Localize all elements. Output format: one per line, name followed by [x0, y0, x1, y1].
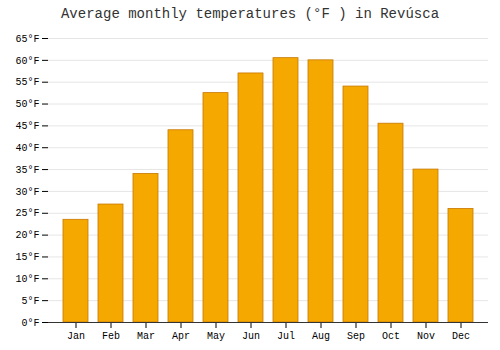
svg-text:65°F: 65°F — [15, 34, 39, 45]
svg-text:Dec: Dec — [452, 331, 470, 342]
svg-text:0°F: 0°F — [21, 318, 39, 329]
svg-text:30°F: 30°F — [15, 187, 39, 198]
html-text:Average monthly temperatures (: Average monthly temperatures (°F ) in Re… — [61, 6, 439, 22]
svg-text:Jul: Jul — [277, 331, 295, 342]
svg-text:Mar: Mar — [137, 331, 155, 342]
svg-text:40°F: 40°F — [15, 143, 39, 154]
svg-text:Aug: Aug — [312, 331, 330, 342]
svg-text:10°F: 10°F — [15, 274, 39, 285]
svg-text:5°F: 5°F — [21, 296, 39, 307]
svg-text:15°F: 15°F — [15, 252, 39, 263]
svg-text:Apr: Apr — [172, 331, 190, 342]
svg-text:55°F: 55°F — [15, 77, 39, 88]
svg-text:May: May — [207, 331, 225, 342]
svg-text:Jan: Jan — [67, 331, 85, 342]
svg-text:Oct: Oct — [382, 331, 400, 342]
svg-text:Feb: Feb — [102, 331, 120, 342]
svg-text:60°F: 60°F — [15, 56, 39, 67]
svg-text:20°F: 20°F — [15, 230, 39, 241]
svg-text:25°F: 25°F — [15, 208, 39, 219]
svg-text:45°F: 45°F — [15, 121, 39, 132]
svg-text:Nov: Nov — [417, 331, 435, 342]
svg-text:Sep: Sep — [347, 331, 365, 342]
svg-text:Jun: Jun — [242, 331, 260, 342]
svg-text:50°F: 50°F — [15, 99, 39, 110]
svg-text:35°F: 35°F — [15, 165, 39, 176]
